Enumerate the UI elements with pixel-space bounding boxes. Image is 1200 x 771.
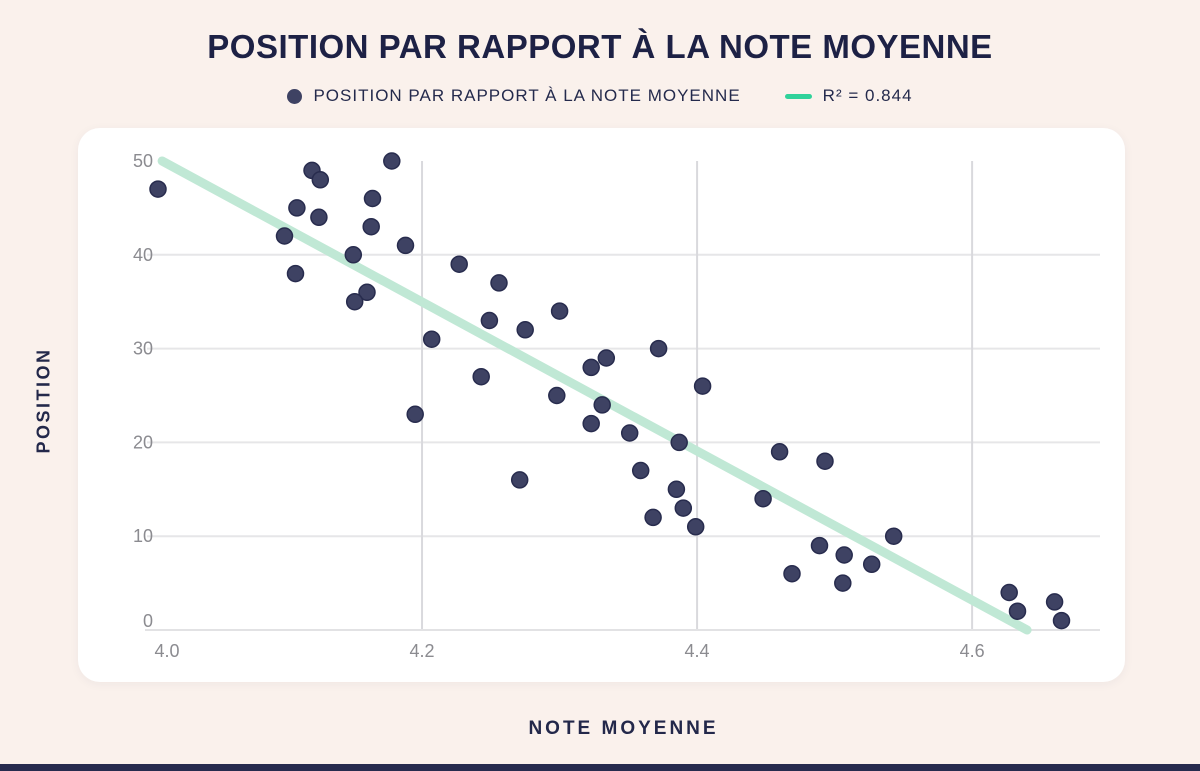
scatter-point: [362, 217, 380, 236]
scatter-point: [311, 171, 330, 189]
scatter-point: [310, 208, 328, 227]
scatter-point: [149, 180, 167, 198]
x-tick-label: 4.0: [154, 641, 179, 661]
scatter-point: [1008, 602, 1027, 620]
legend-trend-label: R² = 0.844: [822, 86, 913, 105]
scatter-point: [810, 536, 829, 555]
scatter-point: [644, 508, 662, 527]
y-tick-labels: 0 10 20 30 40 50: [133, 151, 153, 631]
chart-title: POSITION PAR RAPPORT À LA NOTE MOYENNE: [207, 28, 993, 65]
scatter-point: [597, 349, 616, 367]
scatter-point: [631, 461, 650, 480]
scatter-point: [783, 564, 801, 583]
y-tick-label: 20: [133, 432, 153, 452]
scatter-point: [862, 555, 881, 574]
scatter-point: [396, 236, 415, 255]
scatter-point: [450, 255, 468, 273]
legend-item-series[interactable]: POSITION PAR RAPPORT À LA NOTE MOYENNE: [287, 86, 740, 106]
scatter-point: [548, 386, 566, 405]
y-tick-label: 40: [133, 245, 153, 265]
chart-legend: POSITION PAR RAPPORT À LA NOTE MOYENNE R…: [0, 86, 1200, 106]
scatter-point: [286, 264, 305, 283]
x-tick-label: 4.2: [410, 641, 435, 661]
scatter-point: [674, 499, 693, 517]
y-tick-label: 30: [133, 339, 153, 359]
y-tick-label: 10: [133, 526, 153, 546]
x-tick-labels: 4.0 4.2 4.4 4.6: [154, 641, 984, 661]
scatter-point: [1052, 611, 1071, 630]
horizontal-gridlines: [147, 253, 1100, 538]
x-tick-label: 4.6: [960, 641, 985, 661]
scatter-point: [550, 302, 569, 320]
scatter-point: [835, 546, 853, 564]
y-axis-title: POSITION: [33, 347, 54, 454]
scatter-point: [670, 433, 688, 452]
scatter-point: [516, 321, 534, 339]
scatter-point: [582, 358, 600, 377]
legend-series-label: POSITION PAR RAPPORT À LA NOTE MOYENNE: [313, 86, 741, 105]
legend-item-trendline[interactable]: R² = 0.844: [784, 86, 913, 106]
trendline-swatch-icon: [784, 93, 812, 99]
scatter-point: [693, 377, 712, 395]
scatter-point: [490, 274, 508, 292]
scatter-point: [620, 424, 639, 442]
scatter-point: [834, 574, 852, 592]
scatter-point: [422, 330, 441, 348]
scatter-point: [363, 189, 382, 208]
scatter-point: [480, 311, 499, 330]
bottom-bar: [0, 764, 1200, 771]
y-tick-label: 0: [143, 611, 153, 631]
trendline: [157, 156, 1032, 635]
x-axis-title: NOTE MOYENNE: [528, 718, 719, 739]
scatter-point: [649, 339, 668, 358]
scatter-point: [383, 152, 401, 170]
scatter-point: [345, 292, 364, 311]
data-points: [149, 152, 1071, 630]
vertical-gridlines: [421, 161, 974, 630]
scatter-point: [510, 471, 529, 489]
scatter-point: [593, 396, 611, 414]
scatter-point: [406, 405, 424, 424]
scatter-point: [288, 199, 306, 217]
scatter-point: [667, 480, 686, 499]
y-tick-label: 50: [133, 151, 153, 171]
scatter-point: [884, 527, 903, 545]
scatter-point: [686, 518, 705, 536]
scatter-point: [1045, 593, 1064, 611]
scatter-point: [358, 283, 376, 302]
scatter-point: [754, 489, 772, 508]
scatter-point: [770, 443, 789, 461]
scatter-point: [1000, 583, 1018, 602]
scatter-point: [275, 227, 294, 245]
x-tick-label: 4.4: [685, 641, 710, 661]
scatter-point: [344, 246, 363, 264]
scatter-point: [472, 367, 490, 386]
scatter-point: [816, 452, 834, 470]
series-marker-icon: [287, 88, 303, 104]
scatter-point: [582, 414, 600, 433]
